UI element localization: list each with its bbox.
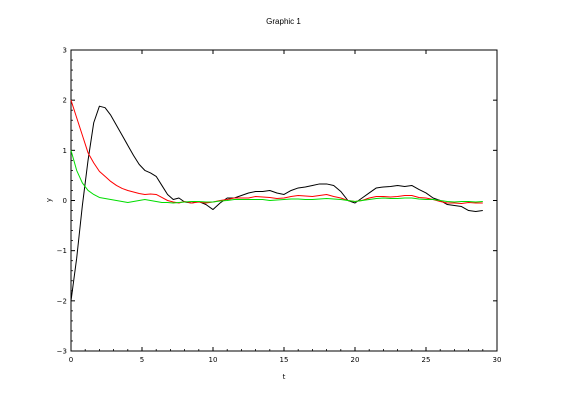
x-axis-label: t	[283, 373, 286, 381]
y-axis-label: y	[45, 198, 53, 202]
y-tick-label: −1	[57, 247, 67, 255]
y-tick-label: 0	[63, 197, 67, 205]
y-tick-label: 3	[63, 47, 67, 55]
x-tick-label: 25	[422, 356, 431, 364]
x-axis: 0 5 10 15 20 25 30	[69, 50, 502, 364]
y-tick-label: 2	[63, 97, 67, 105]
y-tick-label: −2	[57, 297, 67, 305]
y-tick-label: −3	[57, 348, 67, 356]
series-line-0	[70, 105, 483, 301]
y-axis: −3 −2 −1 0 1 2 3	[57, 47, 497, 356]
series-2	[70, 150, 483, 204]
series-0	[70, 105, 483, 301]
plot-frame	[70, 49, 498, 352]
series-layer	[70, 100, 483, 301]
series-line-1	[70, 100, 483, 205]
x-tick-label: 15	[280, 356, 289, 364]
y-tick-label: 1	[63, 147, 67, 155]
figure-title: Graphic 1	[266, 17, 301, 26]
x-tick-label: 30	[493, 356, 502, 364]
series-line-2	[70, 150, 483, 204]
series-1	[70, 100, 483, 205]
x-tick-label: 5	[140, 356, 144, 364]
x-tick-label: 0	[69, 356, 73, 364]
x-tick-label: 10	[209, 356, 218, 364]
x-tick-label: 20	[351, 356, 360, 364]
